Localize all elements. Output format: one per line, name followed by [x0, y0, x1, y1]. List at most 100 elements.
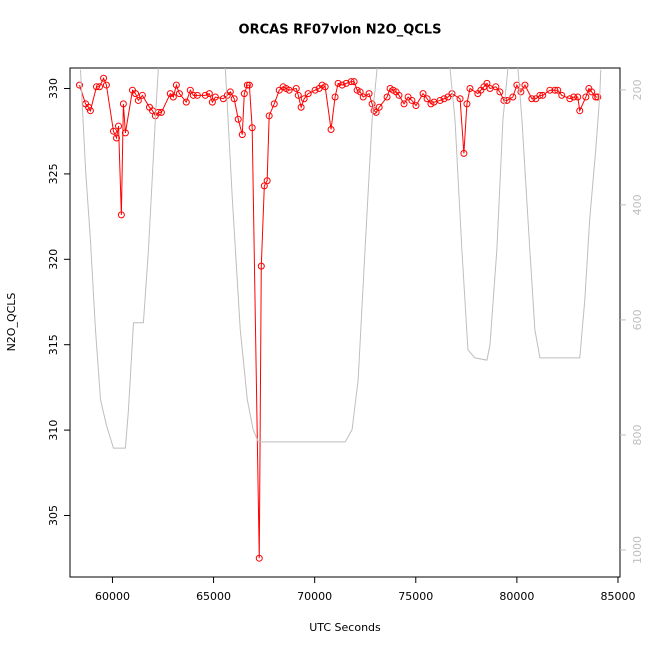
data-point [85, 103, 93, 111]
data-point [257, 262, 265, 270]
data-point [134, 96, 142, 104]
data-point [456, 95, 464, 103]
x-tick-label: 60000 [95, 590, 130, 603]
data-point [496, 88, 504, 96]
data-point [100, 74, 108, 82]
data-point [440, 95, 448, 103]
data-point [594, 93, 602, 101]
data-point [175, 90, 183, 98]
y-tick-label: 325 [47, 163, 60, 184]
data-point [460, 149, 468, 157]
data-point [234, 115, 242, 123]
data-point [205, 90, 213, 98]
data-point [260, 182, 268, 190]
data-point [359, 93, 367, 101]
data-point [245, 81, 253, 89]
data-point [201, 91, 209, 99]
data-point [193, 91, 201, 99]
data-point [275, 86, 283, 94]
data-point [570, 93, 578, 101]
x-tick-label: 70000 [297, 590, 332, 603]
data-point [117, 211, 125, 219]
data-point [338, 81, 346, 89]
data-point [238, 131, 246, 139]
data-point [554, 86, 562, 94]
data-point [350, 78, 358, 86]
data-point [539, 91, 547, 99]
data-point [311, 86, 319, 94]
x-tick-label: 85000 [600, 590, 635, 603]
data-point [404, 93, 412, 101]
data-point [138, 91, 146, 99]
data-point [375, 103, 383, 111]
data-point [334, 79, 342, 87]
data-point [342, 79, 350, 87]
data-point [186, 86, 194, 94]
data-point [263, 177, 271, 185]
data-point [211, 93, 219, 101]
data-point [294, 91, 302, 99]
data-point [576, 107, 584, 115]
data-point [551, 86, 559, 94]
data-point [436, 96, 444, 104]
x-tick-label: 65000 [196, 590, 231, 603]
data-point [285, 86, 293, 94]
data-point [115, 122, 123, 130]
data-point [304, 90, 312, 98]
data-point [574, 93, 582, 101]
series-line [79, 77, 598, 559]
x-axis-label: UTC Seconds [309, 621, 381, 634]
data-point [113, 134, 121, 142]
data-point [444, 93, 452, 101]
data-point [96, 83, 104, 91]
data-point [483, 79, 491, 87]
data-point [270, 100, 278, 108]
data-point [121, 129, 129, 137]
y2-tick-label: 200 [631, 79, 644, 100]
data-point [536, 91, 544, 99]
y-tick-label: 310 [47, 420, 60, 441]
data-point [503, 96, 511, 104]
data-point [383, 93, 391, 101]
data-point [230, 95, 238, 103]
y-tick-label: 330 [47, 78, 60, 99]
data-point [265, 112, 273, 120]
data-point [513, 81, 521, 89]
data-point [430, 98, 438, 106]
data-point [248, 124, 256, 132]
data-point [255, 554, 263, 562]
data-point [92, 83, 100, 91]
data-point [157, 108, 165, 116]
data-point [582, 93, 590, 101]
data-point [517, 88, 525, 96]
data-point [243, 81, 251, 89]
y2-tick-label: 800 [631, 424, 644, 445]
data-point [566, 95, 574, 103]
data-point [219, 95, 227, 103]
data-point [240, 90, 248, 98]
data-point [588, 88, 596, 96]
data-point [132, 90, 140, 98]
data-point [365, 90, 373, 98]
x-tick-label: 75000 [398, 590, 433, 603]
data-point [119, 100, 127, 108]
y-tick-label: 320 [47, 249, 60, 270]
data-point [532, 95, 540, 103]
y2-tick-label: 1000 [631, 536, 644, 564]
data-point [521, 81, 529, 89]
data-point [109, 127, 117, 135]
data-point [226, 88, 234, 96]
data-point [208, 98, 216, 106]
y2-tick-label: 400 [631, 194, 644, 215]
y-axis-label: N2O_QCLS [5, 293, 18, 352]
data-point [423, 95, 431, 103]
data-point [300, 95, 308, 103]
data-point [102, 81, 110, 89]
data-point [558, 91, 566, 99]
data-point [327, 125, 335, 133]
data-point [492, 83, 500, 91]
data-point [408, 96, 416, 104]
data-point [592, 93, 600, 101]
